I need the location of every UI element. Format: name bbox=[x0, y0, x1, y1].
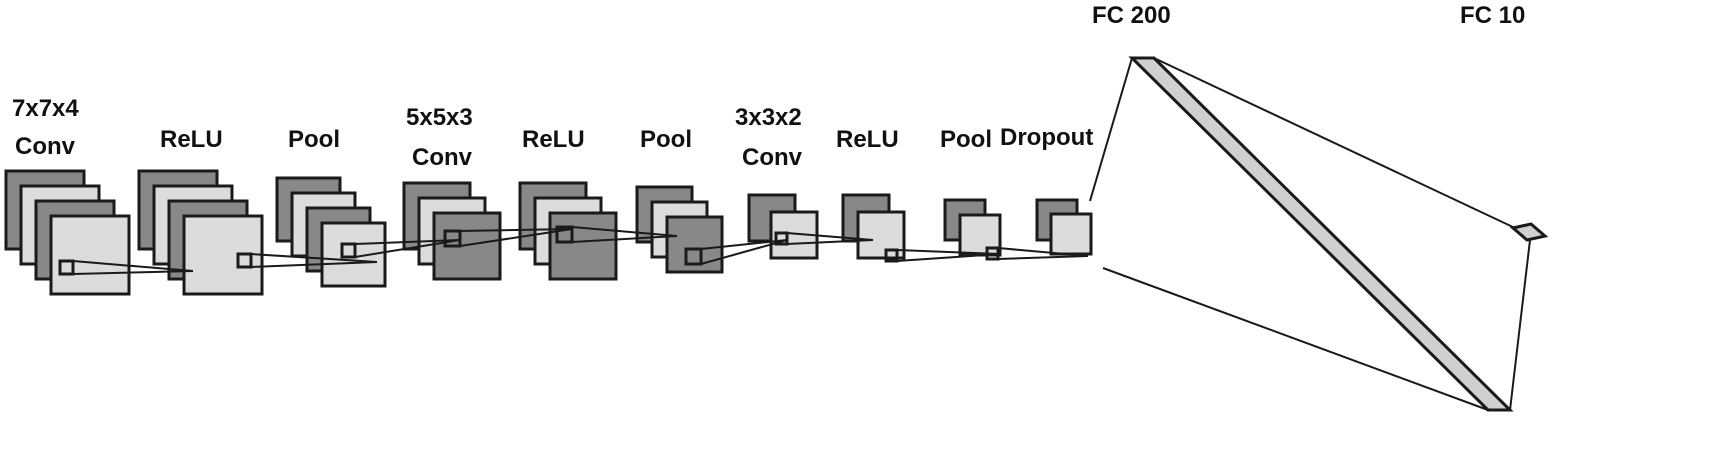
label-conv3-size: 3x3x2 bbox=[735, 104, 802, 131]
label-relu3: ReLU bbox=[836, 126, 899, 153]
layer-stacks bbox=[4, 169, 1093, 296]
connection-line-2 bbox=[72, 270, 194, 275]
label-relu1: ReLU bbox=[160, 126, 223, 153]
connection-line-6 bbox=[354, 239, 461, 258]
connection-lines bbox=[72, 226, 1089, 275]
label-conv2: Conv bbox=[412, 144, 472, 171]
kernel-box-pool2 bbox=[684, 247, 703, 266]
label-fc200: FC 200 bbox=[1092, 2, 1171, 29]
fc-edge-2 bbox=[1102, 267, 1489, 411]
fc-edge-3 bbox=[1153, 57, 1516, 229]
connection-line-7 bbox=[459, 228, 573, 232]
label-dropout: Dropout bbox=[1000, 124, 1094, 151]
label-fc10: FC 10 bbox=[1460, 2, 1526, 29]
connection-line-8 bbox=[459, 228, 573, 247]
kernel-box-pool1 bbox=[340, 242, 357, 259]
connection-line-11 bbox=[700, 239, 788, 250]
label-relu2: ReLU bbox=[522, 126, 585, 153]
kernel-box-conv1 bbox=[58, 259, 75, 276]
feature-map-conv1-4 bbox=[49, 214, 131, 296]
label-pool3: Pool bbox=[940, 126, 992, 153]
kernel-box-relu3 bbox=[884, 248, 899, 263]
connection-line-9 bbox=[571, 226, 678, 237]
connection-line-1 bbox=[72, 260, 194, 272]
connection-line-17 bbox=[997, 247, 1089, 257]
kernel-box-conv3 bbox=[774, 231, 789, 246]
connection-line-16 bbox=[896, 253, 1001, 262]
label-pool1: Pool bbox=[288, 126, 340, 153]
feature-map-relu1-4 bbox=[182, 214, 264, 296]
connection-line-14 bbox=[786, 239, 874, 245]
fc10-layer bbox=[1509, 222, 1549, 242]
label-conv1: Conv bbox=[15, 133, 75, 160]
connection-line-12 bbox=[700, 239, 788, 265]
connection-line-3 bbox=[250, 253, 378, 263]
label-conv3: Conv bbox=[742, 144, 802, 171]
connection-line-18 bbox=[997, 255, 1089, 260]
kernel-box-relu2 bbox=[555, 225, 574, 244]
connection-line-13 bbox=[786, 232, 874, 241]
label-pool2: Pool bbox=[640, 126, 692, 153]
connection-line-15 bbox=[896, 249, 1001, 255]
fully-connected-layers bbox=[1089, 56, 1549, 412]
connection-line-10 bbox=[571, 235, 678, 243]
label-conv2-size: 5x5x3 bbox=[406, 104, 473, 131]
fc-edge-4 bbox=[1509, 239, 1531, 411]
label-conv1-size: 7x7x4 bbox=[12, 95, 79, 122]
connection-line-5 bbox=[354, 239, 461, 245]
connection-line-4 bbox=[250, 261, 378, 268]
kernel-box-relu1 bbox=[236, 252, 253, 269]
fc-edge-1 bbox=[1089, 57, 1133, 202]
feature-map-pool3-2 bbox=[958, 213, 1002, 257]
feature-map-relu2-3 bbox=[548, 211, 618, 281]
fc200-layer bbox=[1128, 56, 1514, 412]
kernel-box-conv2 bbox=[443, 229, 462, 248]
feature-map-drop-2 bbox=[1049, 212, 1093, 256]
